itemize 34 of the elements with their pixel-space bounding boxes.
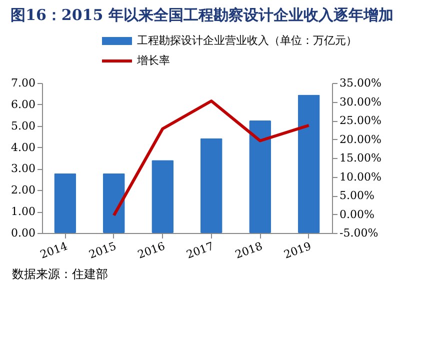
y2-tick-label: 15.00%	[340, 152, 382, 164]
y-tick-label: 6.00	[11, 98, 36, 111]
y-tick-label: 1.00	[11, 205, 36, 218]
x-tick-label: 2014	[38, 240, 70, 262]
bar	[200, 138, 222, 233]
y-tick-label: 2.00	[11, 184, 36, 197]
y-tick-label: 5.00	[11, 119, 36, 132]
y-tick-label: 3.00	[11, 162, 36, 176]
y2-tick-label: 30.00%	[340, 95, 382, 108]
y2-tick-label: 35.00%	[340, 76, 382, 90]
y-tick-label: 7.00	[11, 76, 36, 90]
y-tick-label: 4.00	[11, 140, 36, 154]
chart-title: 图16：2015 年以来全国工程勘察设计企业收入逐年增加	[10, 6, 394, 24]
x-tick-label: 2018	[233, 240, 264, 262]
y2-tick-label: 0.00%	[340, 208, 374, 221]
x-tick-label: 2016	[136, 240, 167, 262]
legend-label: 增长率	[136, 54, 170, 67]
bar	[298, 94, 320, 233]
y2-tick-label: 10.00%	[340, 170, 382, 184]
y2-tick-label: -5.00%	[340, 226, 378, 240]
source-note: 数据来源：住建部	[12, 267, 108, 281]
bar	[249, 120, 272, 233]
x-tick-label: 2019	[282, 240, 313, 262]
bar	[102, 173, 125, 233]
legend-label: 工程勘探设计企业营业收入（单位：万亿元）	[137, 34, 357, 47]
y2-tick-label: 25.00%	[340, 114, 382, 127]
y2-tick-label: 5.00%	[340, 189, 374, 202]
y-tick-label: 0.00	[11, 226, 36, 240]
x-tick-label: 2017	[184, 240, 216, 262]
bar	[54, 173, 76, 233]
line-series	[112, 100, 310, 217]
bar	[152, 160, 174, 233]
x-tick-label: 2015	[87, 240, 118, 262]
y2-tick-label: 20.00%	[340, 132, 382, 146]
